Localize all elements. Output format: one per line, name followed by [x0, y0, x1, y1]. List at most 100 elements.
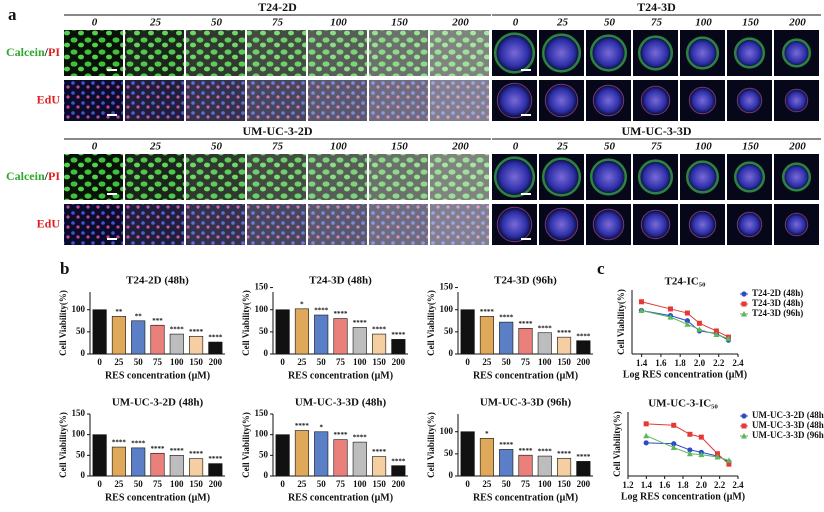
bar — [518, 454, 533, 477]
x-tick-label: 200 — [392, 357, 406, 367]
bar — [499, 321, 514, 355]
chart-title: UM-UC-3-2D (48h) — [112, 397, 204, 409]
y-tick-label: 100 — [72, 304, 86, 314]
spheroid — [541, 33, 582, 73]
bar — [111, 446, 126, 477]
y-axis-label: Cell Viability(%) — [426, 412, 436, 478]
significance: **** — [208, 455, 223, 463]
row-label: EdU — [37, 216, 61, 230]
x-tick-label: 150 — [372, 479, 386, 489]
bar — [372, 456, 387, 477]
column-label: 25 — [556, 141, 569, 153]
bar — [576, 340, 591, 355]
marker — [638, 307, 645, 313]
bar — [537, 332, 552, 355]
x-tick-label: 150 — [557, 479, 571, 489]
micrograph — [369, 204, 428, 245]
y-tick-label: 0 — [264, 348, 269, 358]
spheroid — [493, 156, 536, 198]
column-label: 100 — [330, 141, 347, 153]
x-tick-label: 50 — [317, 357, 327, 367]
x-tick-label: 100 — [353, 479, 367, 489]
bar — [275, 309, 290, 355]
bar — [372, 333, 387, 355]
significance: **** — [538, 324, 553, 332]
legend-label: UM-UC-3-2D (48h) — [752, 410, 824, 420]
marker — [667, 306, 673, 312]
chart-title: UM-UC-3-3D (96h) — [480, 397, 572, 409]
marker — [686, 450, 693, 457]
marker — [643, 432, 650, 439]
x-axis-label: RES concentration (μM) — [105, 370, 210, 381]
column-label: 25 — [556, 17, 569, 29]
chart-title: T24-IC₅₀ — [665, 276, 707, 288]
y-tick-label: 150 — [440, 282, 454, 292]
x-tick-label: 2.0 — [694, 358, 706, 368]
spheroid — [688, 86, 717, 115]
chart-title: UM-UC-3-3D (48h) — [295, 397, 387, 409]
bar — [557, 336, 572, 355]
column-label: 50 — [211, 17, 223, 29]
significance: * — [319, 423, 323, 431]
significance: **** — [372, 326, 387, 334]
panel-label: a — [8, 5, 17, 24]
micrograph — [64, 30, 123, 76]
bar — [460, 431, 475, 477]
legend-label: UM-UC-3-3D (48h) — [752, 420, 824, 430]
significance: * — [300, 300, 304, 308]
row-label-part: / — [44, 169, 49, 183]
marker — [698, 451, 705, 458]
significance: **** — [372, 448, 387, 456]
y-tick-label: 100 — [72, 429, 86, 439]
x-tick-label: 0 — [280, 357, 285, 367]
row-label: Calcein/PI — [6, 45, 60, 59]
significance: **** — [334, 431, 349, 439]
y-axis-label: Cell Viability(%) — [241, 412, 251, 478]
column-label: 50 — [604, 141, 616, 153]
spheroid — [592, 84, 625, 117]
y-tick-label: 100 — [255, 429, 269, 439]
significance: **** — [170, 447, 185, 455]
significance: **** — [519, 447, 534, 455]
bar — [391, 339, 406, 355]
y-axis-label: Cell Viability(%) — [612, 411, 622, 477]
x-axis-label: RES concentration (μM) — [288, 492, 393, 503]
panel-label: b — [60, 259, 69, 278]
significance: *** — [152, 317, 163, 325]
row-label-part: Calcein — [6, 169, 45, 183]
marker — [725, 335, 732, 342]
bar — [208, 463, 223, 477]
micrograph — [369, 30, 428, 76]
spheroid — [496, 82, 533, 119]
x-tick-label: 2.2 — [714, 480, 726, 490]
marker — [687, 431, 693, 437]
legend-label: T24-3D (96h) — [752, 308, 803, 318]
row-label-part: PI — [48, 169, 60, 183]
x-axis-label: RES concentration (μM) — [105, 492, 210, 503]
column-label: 75 — [272, 141, 284, 153]
spheroid — [544, 207, 579, 242]
micrograph — [430, 80, 489, 121]
x-tick-label: 150 — [189, 479, 203, 489]
spheroid — [640, 85, 671, 116]
x-tick-label: 150 — [557, 357, 571, 367]
bar — [208, 341, 223, 355]
panel-label: c — [597, 259, 605, 278]
x-tick-label: 50 — [502, 357, 512, 367]
x-tick-label: 50 — [502, 479, 512, 489]
x-tick-label: 25 — [482, 479, 492, 489]
bar — [479, 438, 494, 477]
image-panel-title: UM-UC-3-3D — [622, 124, 692, 138]
column-label: 0 — [513, 141, 519, 153]
x-tick-label: 150 — [189, 357, 203, 367]
bar — [537, 455, 552, 477]
x-tick-label: 150 — [372, 357, 386, 367]
micrograph — [186, 30, 245, 76]
marker — [684, 310, 690, 316]
significance: **** — [576, 453, 591, 461]
image-panel-title: UM-UC-3-2D — [243, 124, 313, 138]
x-tick-label: 0 — [97, 479, 102, 489]
y-tick-label: 50 — [76, 326, 86, 336]
significance: **** — [112, 439, 127, 447]
micrograph — [247, 204, 306, 245]
